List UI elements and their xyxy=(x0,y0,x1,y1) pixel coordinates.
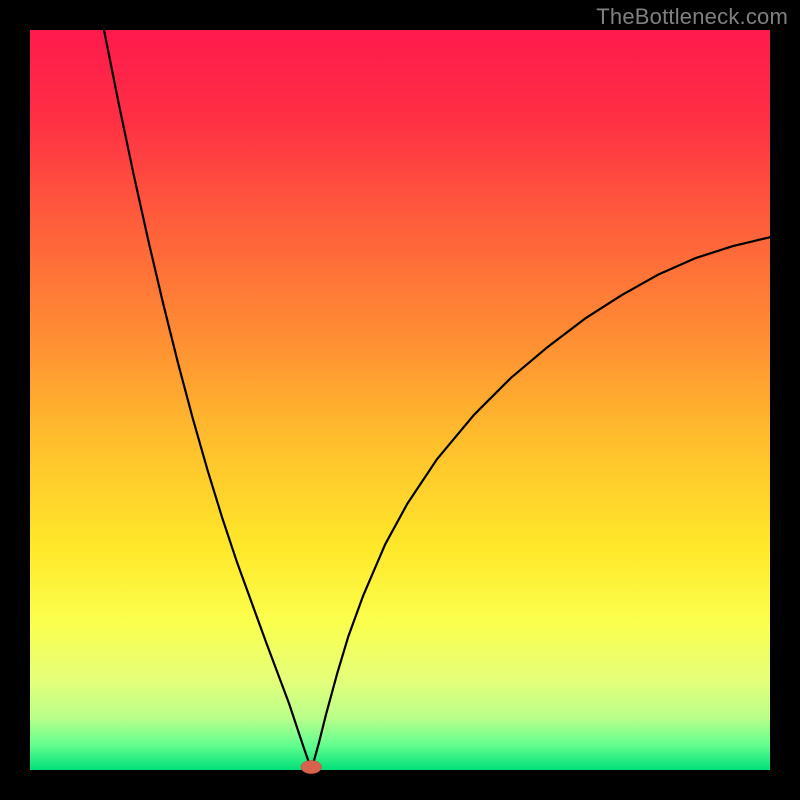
chart-container: TheBottleneck.com xyxy=(0,0,800,800)
plot-background xyxy=(30,30,770,770)
chart-svg xyxy=(0,0,800,800)
optimum-marker xyxy=(301,760,322,773)
watermark-text: TheBottleneck.com xyxy=(596,4,788,30)
